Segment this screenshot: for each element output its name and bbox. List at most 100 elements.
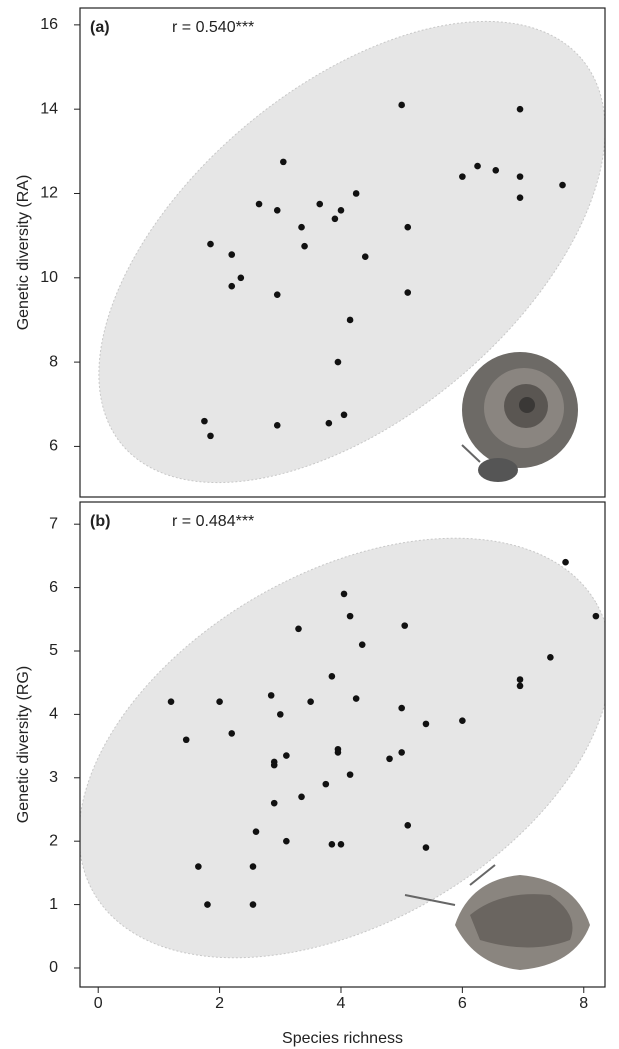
point [307,698,314,706]
point [216,698,223,706]
point [182,736,190,744]
point [559,181,566,189]
x-axis-label: Species richness [282,1030,403,1047]
y-tick-label: 2 [49,832,58,849]
point [298,793,305,801]
point [301,242,308,250]
y-tick-label: 7 [49,515,58,532]
point [270,758,278,766]
x-tick-label: 8 [579,995,588,1012]
point [195,863,202,870]
panel-frame-a [79,7,606,498]
point [592,612,600,620]
y-tick-label: 12 [40,185,58,202]
y-axis-label: Genetic diversity (RG) [15,666,32,823]
point [273,291,281,298]
point [228,282,236,290]
annotation: r = 0.484*** [172,513,254,530]
y-tick-label: 3 [49,769,58,786]
point [401,622,409,629]
point [404,289,412,296]
y-tick-label: 1 [49,896,58,913]
x-tick-label: 2 [215,995,224,1012]
point [249,863,257,870]
point [516,682,524,690]
point [459,173,466,180]
point [237,274,245,282]
point [249,901,257,908]
point [547,654,554,661]
annotation: r = 0.540*** [172,19,254,36]
snail-icon-a [461,352,578,482]
point [562,558,569,566]
snail-icon-b [404,864,590,970]
point [404,822,412,829]
point [325,419,333,427]
point [474,162,481,170]
x-tick-label: 0 [94,995,103,1012]
panel-frame-b [79,501,606,988]
point [340,411,348,419]
point [322,780,330,788]
y-tick-label: 16 [40,16,58,33]
point [404,223,412,231]
point [422,720,430,728]
point [516,105,524,113]
point [255,200,263,208]
point [422,844,430,851]
point [346,316,354,324]
point [398,101,405,109]
y-axis-label: Genetic diversity (RA) [15,175,32,331]
panel-label: (b) [90,513,110,530]
point [328,841,336,848]
point [228,251,236,258]
point [337,207,345,214]
point [358,641,366,648]
point [516,194,524,201]
point [334,749,342,756]
point [298,223,305,231]
y-tick-label: 6 [49,438,58,455]
point [516,676,524,683]
y-tick-label: 10 [40,269,58,286]
point [459,717,466,725]
point [346,612,354,620]
point [340,590,348,598]
point [207,240,214,248]
point [280,158,287,166]
y-tick-label: 14 [40,100,58,117]
point [337,841,345,848]
point [273,422,281,429]
y-tick-label: 0 [49,959,58,976]
point [283,752,290,759]
point [386,755,393,763]
point [316,200,324,208]
point [398,749,405,756]
y-tick-label: 6 [49,579,58,596]
ellipse-a [98,20,605,484]
point [201,417,208,425]
x-tick-label: 6 [458,995,467,1012]
point [270,799,278,807]
ellipse-b [80,537,605,959]
point [331,215,339,223]
point [273,207,281,214]
point [346,771,354,778]
point [276,711,284,718]
point [267,692,275,699]
point [334,358,342,366]
point [352,695,360,702]
point [361,253,369,261]
point [295,625,302,633]
point [204,901,211,908]
y-tick-label: 8 [49,353,58,370]
point [283,837,290,845]
x-tick-label: 4 [337,995,346,1012]
point [252,828,260,835]
point [328,673,336,680]
point [398,704,405,712]
y-tick-label: 4 [49,706,58,723]
y-tick-label: 5 [49,642,58,659]
point [516,173,524,180]
